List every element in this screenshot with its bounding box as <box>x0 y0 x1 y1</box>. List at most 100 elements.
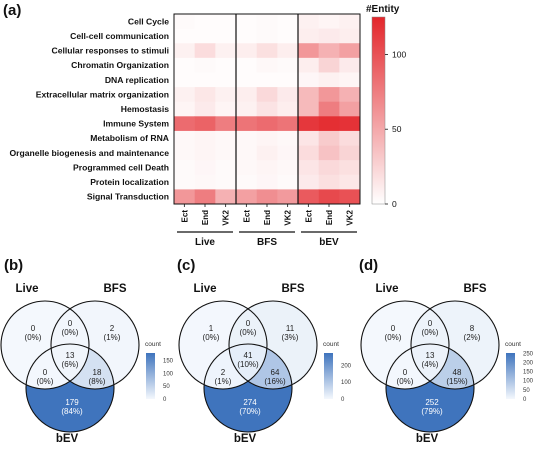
heatmap-cell <box>215 57 237 73</box>
heatmap-cell <box>277 72 299 88</box>
venn-panel-b: (b)Live BFSbEV0(0%)2(1%)179(84%)0(0%)0(0%… <box>0 257 174 445</box>
heatmap-cell <box>277 57 299 73</box>
region-count-all: 13 <box>66 351 75 360</box>
venn-circle-live <box>178 300 268 390</box>
legend-title: count <box>505 341 521 348</box>
venn-circle-bev <box>203 343 293 433</box>
heatmap-cell <box>277 14 299 29</box>
heatmap-cell <box>298 101 319 117</box>
region-percent-live-bev: (1%) <box>215 377 232 386</box>
heatmap-cell <box>174 130 195 146</box>
heatmap-cell <box>256 174 278 190</box>
heatmap-cell <box>194 28 216 44</box>
venn-circle-live <box>0 300 90 390</box>
heatmap-cell <box>298 160 319 176</box>
heatmap-cell <box>318 174 340 190</box>
heatmap-cell <box>174 116 195 132</box>
heatmap-cell <box>236 101 257 117</box>
heatmap-cell <box>256 28 278 44</box>
row-label-cellular-responses-to-stimuli: Cellular responses to stimuli <box>52 46 169 56</box>
heatmap-cell <box>318 189 340 205</box>
group-label-bev: bEV <box>319 237 339 248</box>
heatmap-cell <box>215 28 237 44</box>
venn-circle-live <box>360 300 450 390</box>
row-label-organelle-biogenesis-and-maintenance: Organelle biogenesis and maintenance <box>9 148 169 158</box>
heatmap-cell <box>318 160 340 176</box>
legend-tick-label: 150 <box>163 358 174 364</box>
venn-circle-bfs <box>410 300 500 390</box>
heatmap-cell <box>318 72 340 88</box>
region-percent-bfs-bev: (15%) <box>446 377 468 386</box>
heatmap-cell <box>339 160 361 176</box>
region-percent-bev-only: (70%) <box>239 407 261 416</box>
legend-tick-label: 250 <box>523 351 534 357</box>
region-count-live-only: 1 <box>209 324 214 333</box>
column-label-end: End <box>201 210 210 225</box>
heatmap-cell <box>215 174 237 190</box>
region-percent-all: (4%) <box>422 360 439 369</box>
heatmap-cell <box>318 43 340 59</box>
heatmap-cell <box>215 43 237 59</box>
region-count-live-bfs: 0 <box>246 319 251 328</box>
heatmap-cell <box>194 145 216 161</box>
heatmap-cell <box>318 101 340 117</box>
heatmap-cell <box>236 160 257 176</box>
heatmap-cell <box>194 57 216 73</box>
region-percent-bfs-only: (1%) <box>104 333 121 342</box>
set-label-bfs: BFS <box>282 283 305 295</box>
heatmap-cell <box>215 145 237 161</box>
region-count-bev-only: 274 <box>243 398 257 407</box>
heatmap-cell <box>174 174 195 190</box>
heatmap-column-labels: Ect End VK2 Ect End VK2 Ect End VK2 <box>180 204 355 226</box>
heatmap-cell <box>298 130 319 146</box>
heatmap-cell <box>277 189 299 205</box>
region-count-all: 41 <box>244 351 253 360</box>
heatmap-cell <box>298 174 319 190</box>
row-label-hemostasis: Hemostasis <box>121 104 169 114</box>
heatmap-cell <box>174 72 195 88</box>
heatmap-cell <box>277 174 299 190</box>
region-count-bfs-bev: 64 <box>271 368 280 377</box>
region-percent-bfs-bev: (16%) <box>264 377 286 386</box>
region-count-all: 13 <box>426 351 435 360</box>
region-count-live-bev: 0 <box>43 368 48 377</box>
row-label-protein-localization: Protein localization <box>90 177 169 187</box>
region-percent-live-bfs: (0%) <box>240 328 257 337</box>
heatmap-cell <box>256 130 278 146</box>
heatmap-cell <box>298 145 319 161</box>
row-label-programmed-cell-death: Programmed cell Death <box>73 162 169 172</box>
heatmap-cell <box>236 72 257 88</box>
heatmap-cell <box>277 145 299 161</box>
heatmap-cell <box>236 145 257 161</box>
heatmap-cell <box>215 87 237 102</box>
region-percent-live-only: (0%) <box>203 333 220 342</box>
heatmap-cell <box>339 43 361 59</box>
legend-gradient <box>506 353 515 399</box>
group-label-live: Live <box>195 237 215 248</box>
venn-circle-bfs <box>228 300 318 390</box>
heatmap-cell <box>215 101 237 117</box>
heatmap-cell <box>256 43 278 59</box>
region-percent-live-only: (0%) <box>385 333 402 342</box>
heatmap-cell <box>339 174 361 190</box>
heatmap-cell <box>298 14 319 29</box>
heatmap-cell <box>256 87 278 102</box>
colorbar-tick-label: 0 <box>392 199 397 209</box>
region-count-bfs-only: 2 <box>110 324 115 333</box>
heatmap-cell <box>236 116 257 132</box>
legend-title: count <box>145 341 161 348</box>
region-percent-bfs-only: (3%) <box>282 333 299 342</box>
set-label-live: Live <box>193 283 216 295</box>
row-label-cell-cycle: Cell Cycle <box>128 16 169 26</box>
heatmap-cell <box>256 145 278 161</box>
heatmap-cell <box>174 189 195 205</box>
heatmap-cell <box>277 43 299 59</box>
heatmap-cell <box>215 160 237 176</box>
row-label-extracellular-matrix-organization: Extracellular matrix organization <box>36 89 169 99</box>
legend-tick-label: 200 <box>341 363 352 369</box>
heatmap-cell <box>298 28 319 44</box>
colorbar-title: #Entity <box>366 4 400 15</box>
column-label-ect: Ect <box>180 210 189 223</box>
heatmap-cell <box>236 43 257 59</box>
